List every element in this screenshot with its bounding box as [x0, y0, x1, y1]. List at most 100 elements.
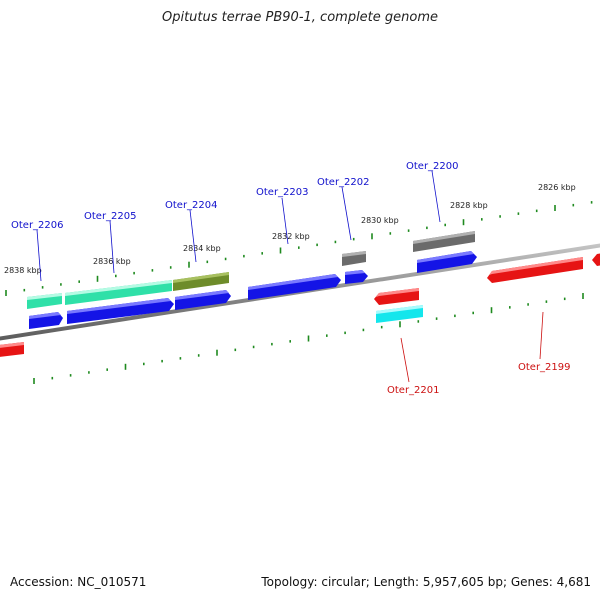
upper-minor-tick — [60, 283, 62, 286]
scale-label-2836: 2836 kbp — [93, 257, 131, 266]
lower-minor-tick — [234, 348, 237, 352]
upper-major-tick — [279, 247, 282, 254]
upper-major-tick — [188, 261, 190, 268]
lower-minor-tick — [326, 334, 328, 337]
gene-arrow-oter-2200[interactable] — [417, 251, 477, 273]
gene-label-oter-2204[interactable]: Oter_2204 — [165, 200, 218, 211]
gene-label-oter-2206[interactable]: Oter_2206 — [11, 220, 64, 231]
upper-minor-tick — [151, 269, 154, 272]
lower-major-tick — [216, 349, 218, 356]
upper-minor-tick — [41, 286, 44, 289]
gene-arrow-oter-2204[interactable] — [175, 290, 231, 310]
lower-major-tick — [582, 293, 584, 299]
scale-label-2826: 2826 kbp — [538, 183, 576, 192]
upper-minor-tick — [23, 288, 26, 292]
lower-minor-tick — [289, 340, 291, 343]
scale-label-2834: 2834 kbp — [183, 244, 221, 253]
gene-arrow-oter-2206[interactable] — [29, 312, 63, 329]
lower-major-tick — [124, 363, 127, 370]
scale-label-2832: 2832 kbp — [272, 232, 310, 241]
gene-label-oter-2202[interactable]: Oter_2202 — [317, 177, 370, 188]
upper-minor-tick — [352, 237, 355, 241]
scale-labels: 2838 kbp 2836 kbp 2834 kbp 2832 kbp 2830… — [4, 183, 576, 275]
gene-arrow-offscreen-right[interactable] — [592, 252, 600, 266]
upper-minor-tick — [590, 201, 593, 204]
lower-minor-tick — [417, 320, 420, 323]
gene-arrow-offscreen-left[interactable] — [0, 342, 24, 358]
lower-major-tick — [490, 307, 493, 314]
accession-text: Accession: NC_010571 — [10, 575, 147, 589]
upper-major-tick — [5, 290, 7, 296]
upper-minor-tick — [78, 280, 80, 283]
upper-minor-tick — [334, 240, 337, 244]
gene-label-oter-2200[interactable]: Oter_2200 — [406, 161, 459, 172]
lower-minor-tick — [271, 342, 273, 346]
upper-minor-tick — [243, 254, 245, 258]
lower-minor-tick — [563, 297, 566, 301]
lower-minor-tick — [69, 374, 72, 377]
upper-minor-tick — [499, 215, 501, 218]
lower-major-tick — [307, 335, 310, 342]
lower-minor-tick — [509, 306, 511, 309]
gene-feature-oter-2200-cds[interactable] — [413, 231, 475, 252]
gene-arrow-oter-2202[interactable] — [345, 270, 368, 284]
lower-minor-tick — [454, 314, 456, 318]
lower-minor-tick — [252, 345, 255, 349]
scale-ticks-lower — [33, 293, 584, 384]
upper-major-tick — [462, 219, 465, 226]
gene-feature-oter-2201-cds[interactable] — [376, 305, 423, 323]
gene-feature-oter-2205-cds[interactable] — [65, 280, 172, 305]
scale-label-2830: 2830 kbp — [361, 216, 399, 225]
lower-minor-tick — [106, 368, 108, 371]
upper-minor-tick — [517, 212, 520, 215]
upper-minor-tick — [298, 246, 300, 249]
upper-minor-tick — [481, 218, 483, 221]
gene-label-oter-2201[interactable]: Oter_2201 — [387, 385, 440, 396]
gene-arrow-oter-2199[interactable] — [487, 257, 583, 283]
gene-arrow-oter-2203[interactable] — [248, 274, 341, 300]
lower-minor-tick — [527, 303, 529, 306]
lower-minor-tick — [197, 354, 200, 357]
scale-label-2828: 2828 kbp — [450, 201, 488, 210]
gene-feature-oter-2202-cds[interactable] — [342, 251, 366, 266]
lower-minor-tick — [472, 311, 474, 315]
scale-ticks-upper — [5, 201, 593, 296]
map-title: Opitutus terrae PB90-1, complete genome — [161, 10, 439, 25]
upper-minor-tick — [206, 260, 209, 264]
upper-major-tick — [96, 275, 99, 282]
lower-minor-tick — [88, 371, 90, 374]
upper-minor-tick — [261, 252, 263, 255]
gene-feature-oter-2204-cds[interactable] — [173, 272, 229, 291]
gene-arrow-oter-2201[interactable] — [374, 288, 419, 305]
lower-minor-tick — [51, 376, 54, 380]
upper-minor-tick — [316, 243, 318, 247]
upper-major-tick — [371, 233, 373, 240]
upper-minor-tick — [133, 271, 135, 275]
lower-minor-tick — [435, 317, 438, 320]
scale-label-2838: 2838 kbp — [4, 266, 42, 275]
upper-minor-tick — [389, 232, 392, 235]
lower-minor-tick — [545, 300, 548, 303]
gene-labels: Oter_2206 Oter_2205 Oter_2204 Oter_2203 … — [11, 161, 571, 396]
lower-major-tick — [399, 321, 401, 328]
upper-minor-tick — [572, 203, 575, 207]
lower-minor-tick — [344, 331, 346, 335]
lower-major-tick — [33, 378, 35, 384]
lower-minor-tick — [179, 357, 182, 360]
upper-minor-tick — [169, 266, 172, 269]
gene-label-oter-2199[interactable]: Oter_2199 — [518, 362, 571, 373]
gene-label-oter-2203[interactable]: Oter_2203 — [256, 187, 309, 198]
gene-feature-oter-2206-cds[interactable] — [27, 293, 62, 309]
lower-minor-tick — [161, 359, 163, 363]
gene-arrow-oter-2205[interactable] — [67, 298, 174, 324]
gene-features — [0, 231, 600, 358]
upper-minor-tick — [535, 209, 538, 213]
upper-minor-tick — [426, 226, 428, 230]
upper-minor-tick — [407, 229, 410, 232]
lower-minor-tick — [362, 328, 365, 332]
upper-minor-tick — [224, 257, 227, 261]
gene-label-oter-2205[interactable]: Oter_2205 — [84, 211, 137, 222]
genome-summary-text: Topology: circular; Length: 5,957,605 bp… — [261, 575, 591, 589]
